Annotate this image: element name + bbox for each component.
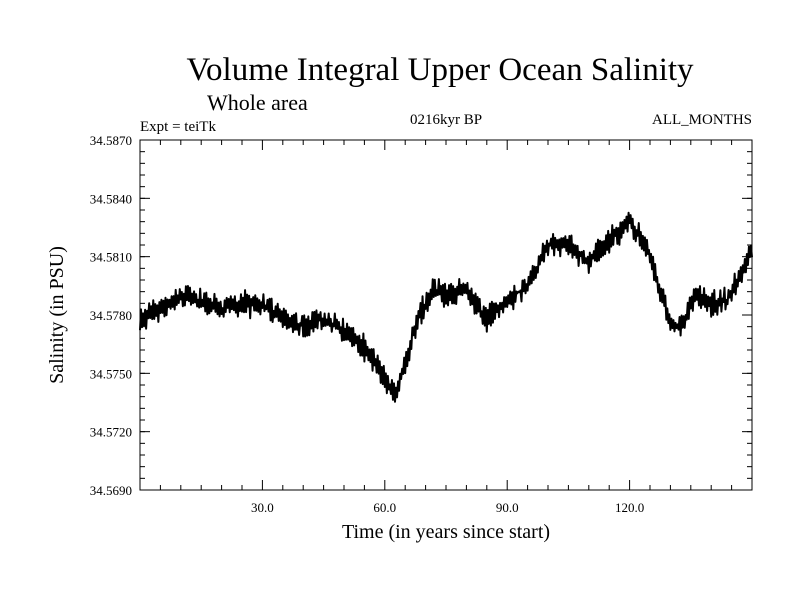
y-tick-label: 34.5810 xyxy=(90,250,132,265)
x-tick-label: 120.0 xyxy=(615,500,644,515)
chart-title: Volume Integral Upper Ocean Salinity xyxy=(186,52,694,88)
x-tick-label: 90.0 xyxy=(496,500,519,515)
y-tick-label: 34.5750 xyxy=(90,366,132,381)
x-axis-label: Time (in years since start) xyxy=(342,521,550,543)
months-label: ALL_MONTHS xyxy=(652,112,752,128)
x-axis-ticks: 30.0 60.0 90.0 120.0 xyxy=(159,140,733,515)
y-tick-label: 34.5690 xyxy=(90,483,132,498)
y-tick-label: 34.5870 xyxy=(90,133,132,148)
period-label: 0216kyr BP xyxy=(410,112,482,128)
y-tick-label: 34.5720 xyxy=(90,425,132,440)
chart-subtitle: Whole area xyxy=(207,90,308,115)
y-tick-label: 34.5780 xyxy=(90,308,132,323)
y-axis-label: Salinity (in PSU) xyxy=(46,246,68,384)
x-tick-label: 30.0 xyxy=(251,500,274,515)
x-tick-label: 60.0 xyxy=(373,500,396,515)
plot-frame xyxy=(139,139,753,491)
series-line-salinity xyxy=(139,211,753,403)
experiment-label: Expt = teiTk xyxy=(140,119,216,135)
y-tick-label: 34.5840 xyxy=(90,191,132,206)
